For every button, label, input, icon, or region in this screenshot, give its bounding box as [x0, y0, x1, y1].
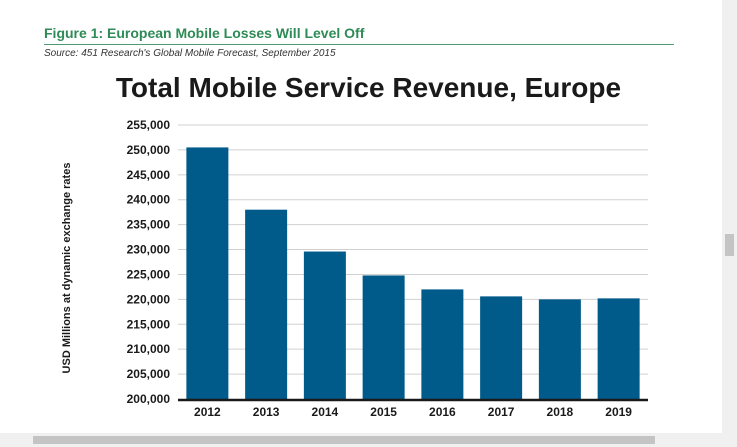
document-page: Figure 1: European Mobile Losses Will Le…	[44, 25, 674, 419]
bar-2016	[421, 289, 464, 399]
x-tick-label: 2014	[312, 405, 339, 419]
y-tick-label: 255,000	[127, 118, 171, 132]
figure-source: Source: 451 Research's Global Mobile For…	[44, 48, 336, 59]
y-tick-label: 205,000	[127, 367, 171, 381]
y-tick-label: 250,000	[127, 143, 171, 157]
x-tick-label: 2018	[547, 405, 574, 419]
y-tick-label: 240,000	[127, 193, 171, 207]
vertical-scroll-thumb[interactable]	[725, 234, 734, 256]
y-tick-label: 210,000	[127, 342, 171, 356]
x-tick-label: 2015	[370, 405, 397, 419]
y-tick-label: 230,000	[127, 243, 171, 257]
bar-2018	[538, 299, 581, 399]
figure-title-rule	[44, 44, 674, 45]
y-tick-label: 235,000	[127, 218, 171, 232]
bars	[186, 147, 640, 399]
y-axis-label: USD Millions at dynamic exchange rates	[61, 163, 73, 374]
bar-2019	[597, 298, 640, 399]
horizontal-scroll-thumb[interactable]	[33, 436, 655, 444]
x-tick-label: 2019	[605, 405, 632, 419]
x-tick-label: 2017	[488, 405, 515, 419]
bar-chart: 200,000 205,000 210,000 215,000 220,000 225,0…	[61, 118, 648, 419]
bar-2012	[186, 147, 229, 399]
x-tick-label: 2012	[194, 405, 221, 419]
figure-title: Figure 1: European Mobile Losses Will Le…	[44, 25, 365, 41]
y-tick-label: 200,000	[127, 392, 171, 406]
y-tick-label: 245,000	[127, 168, 171, 182]
bar-2013	[245, 209, 288, 399]
x-tick-label: 2016	[429, 405, 456, 419]
x-tick-labels: 2012 2013 2014 2015 2016 2017 2018 2019	[194, 405, 632, 419]
bar-2015	[362, 275, 405, 399]
y-tick-label: 225,000	[127, 267, 171, 281]
vertical-scrollbar[interactable]	[722, 0, 737, 447]
y-tick-label: 215,000	[127, 317, 171, 331]
y-tick-labels: 200,000 205,000 210,000 215,000 220,000 225,0…	[127, 118, 171, 406]
bar-2017	[480, 296, 523, 399]
bar-2014	[303, 251, 346, 399]
y-tick-label: 220,000	[127, 292, 171, 306]
x-tick-label: 2013	[253, 405, 280, 419]
chart-title: Total Mobile Service Revenue, Europe	[115, 72, 622, 103]
